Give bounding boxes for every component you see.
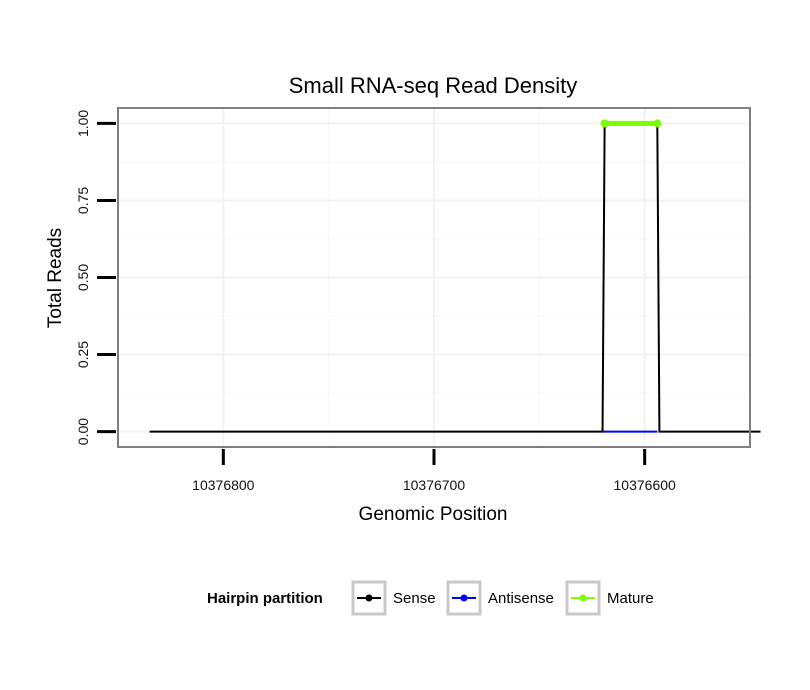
legend-label-mature: Mature: [607, 590, 654, 607]
x-tick-label: 10376600: [614, 477, 677, 493]
x-tick-label: 10376700: [403, 477, 466, 493]
grid-major: [118, 108, 750, 447]
series-point-mature: [653, 119, 662, 128]
legend-item-antisense: Antisense: [446, 580, 554, 616]
series-layer: [149, 119, 761, 433]
y-tick-label: 1.00: [75, 110, 91, 137]
x-axis-title: Genomic Position: [359, 504, 508, 525]
y-axis: 0.00 0.25 0.50 0.75 1.00: [75, 110, 116, 445]
legend-label-sense: Sense: [393, 590, 436, 607]
legend-key-point-sense: [365, 594, 373, 602]
chart-title: Small RNA-seq Read Density: [289, 73, 578, 98]
y-axis-title: Total Reads: [45, 228, 66, 328]
legend-key-point-antisense: [460, 594, 468, 602]
plot-panel-border: [117, 107, 751, 448]
legend: Hairpin partition Sense Antisense Mature: [207, 580, 654, 616]
y-tick-label: 0.75: [75, 187, 91, 214]
legend-key-point-mature: [579, 594, 587, 602]
legend-title: Hairpin partition: [207, 590, 323, 607]
y-tick-label: 0.00: [75, 418, 91, 445]
y-tick-label: 0.50: [75, 264, 91, 291]
x-tick-label: 10376800: [192, 477, 255, 493]
series-point-mature: [600, 119, 609, 128]
legend-label-antisense: Antisense: [488, 590, 554, 607]
x-axis: 10376800 10376700 10376600: [192, 449, 676, 493]
legend-item-sense: Sense: [351, 580, 436, 616]
y-tick-label: 0.25: [75, 341, 91, 368]
legend-item-mature: Mature: [565, 580, 654, 616]
